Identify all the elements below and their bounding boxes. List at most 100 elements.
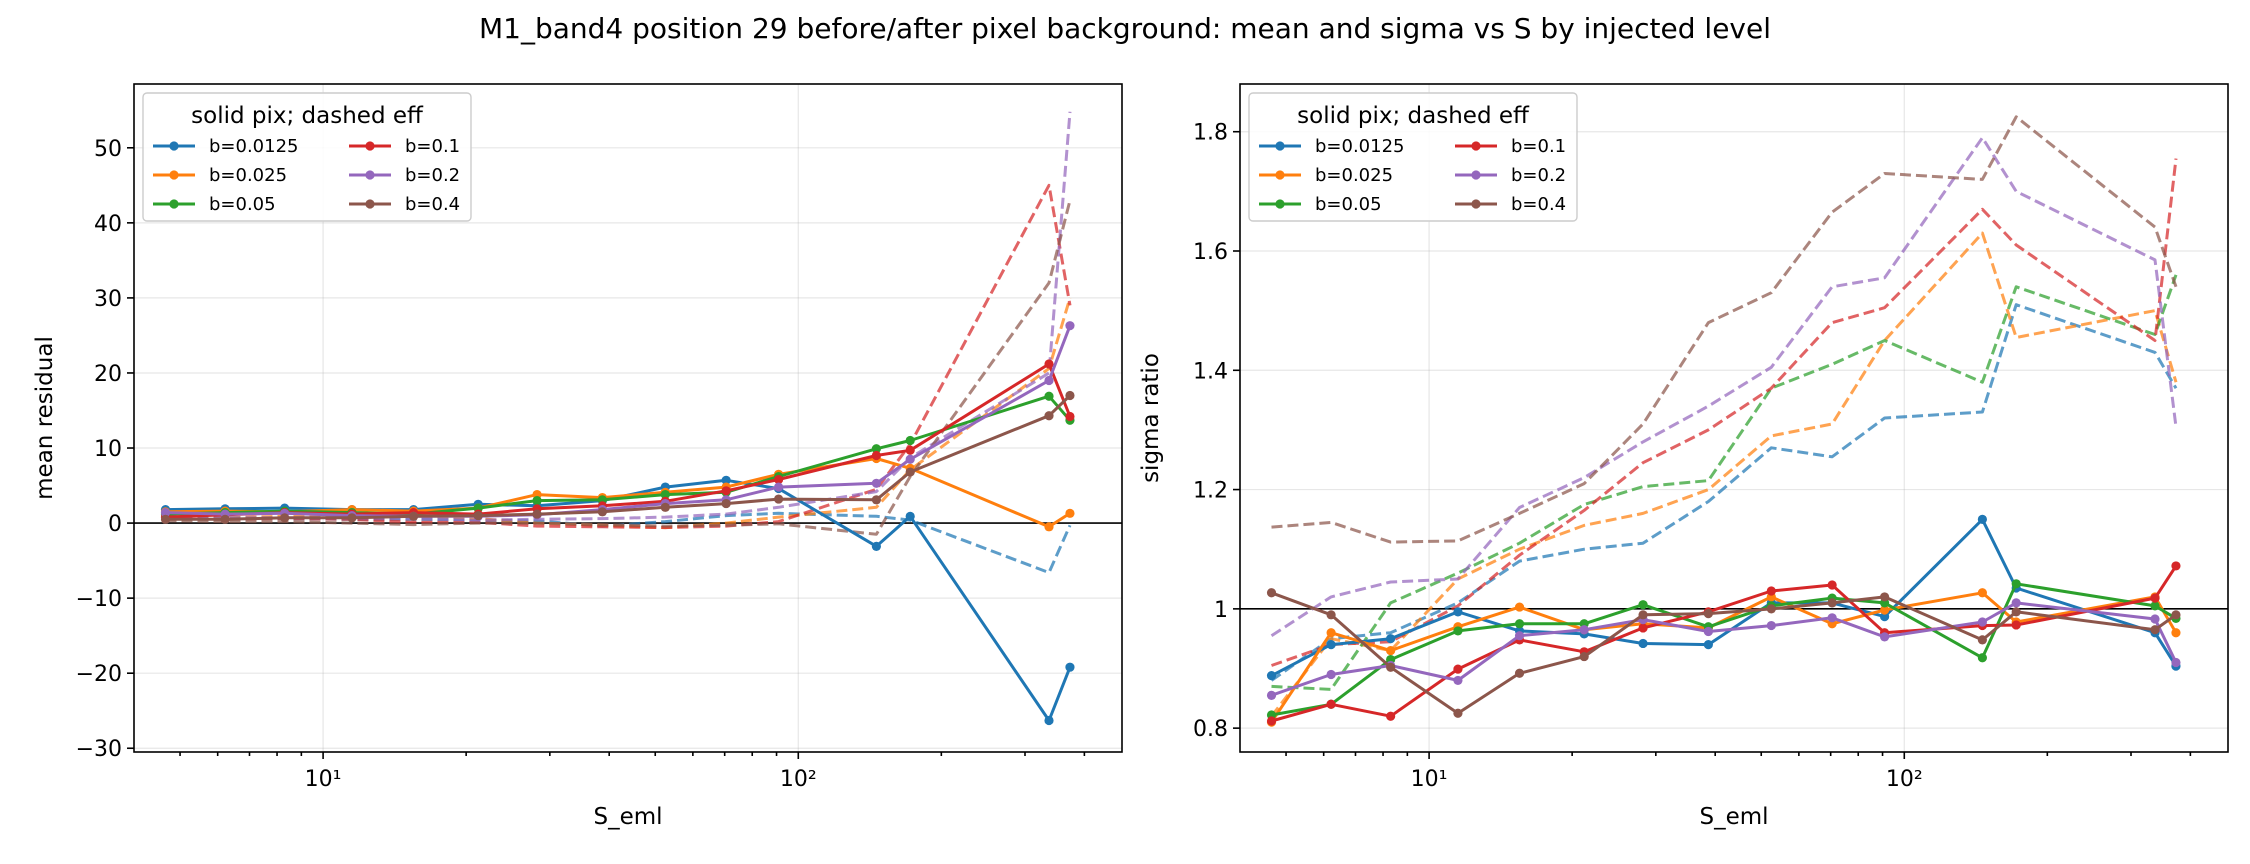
y-tick-label: 1.6 — [1193, 240, 1228, 265]
legend-entry-label: b=0.1 — [405, 136, 460, 157]
legend-marker — [1471, 199, 1481, 209]
legend-entry-label: b=0.05 — [1315, 194, 1382, 215]
legend-entry-label: b=0.2 — [405, 165, 460, 186]
series-eff-line — [1271, 158, 2178, 667]
data-point — [773, 474, 784, 485]
data-point — [2011, 607, 2021, 617]
data-point — [1514, 631, 1525, 641]
data-point — [773, 482, 784, 492]
data-point — [2011, 620, 2021, 630]
y-tick-label: 1.8 — [1193, 121, 1228, 146]
data-point — [721, 486, 731, 496]
y-tick-label: 1 — [1214, 598, 1228, 623]
data-point — [1766, 620, 1776, 631]
data-point — [1065, 411, 1075, 422]
x-axis-label: S_eml — [593, 804, 662, 830]
data-point — [1065, 321, 1075, 331]
data-point — [1266, 690, 1277, 700]
data-point — [1453, 675, 1463, 686]
data-point — [1977, 514, 1987, 524]
legend: solid pix; dashed eff b=0.0125 b=0.025 b=0.… — [142, 92, 472, 222]
series-pix-line — [165, 394, 1072, 521]
y-tick-label: 30 — [94, 287, 122, 312]
series-eff-line — [1270, 136, 2178, 637]
data-point — [1977, 653, 1987, 663]
data-point — [1977, 617, 1987, 627]
legend-box — [1248, 92, 1578, 222]
legend-marker — [1471, 141, 1481, 151]
data-point — [1453, 607, 1463, 617]
data-point — [1044, 715, 1054, 726]
data-point — [1827, 580, 1837, 590]
data-point — [1044, 522, 1054, 532]
data-point — [1453, 626, 1463, 636]
legend-entry-label: b=0.1 — [1511, 136, 1566, 157]
data-point — [532, 509, 542, 519]
data-point — [1579, 651, 1589, 662]
legend-marker — [1275, 141, 1285, 151]
figure-title: M1_band4 position 29 before/after pixel … — [479, 12, 1771, 45]
y-tick-label: 1.4 — [1193, 359, 1228, 384]
legend: solid pix; dashed eff b=0.0125 b=0.025 b=0.… — [1248, 92, 1578, 222]
data-point — [1766, 604, 1776, 614]
axes-frame — [133, 83, 1123, 753]
data-point — [1326, 610, 1336, 620]
data-point — [2171, 628, 2181, 638]
data-point — [1044, 411, 1054, 421]
data-point — [347, 513, 357, 523]
y-tick-label: 50 — [94, 137, 122, 162]
data-point — [773, 494, 784, 504]
data-point — [1386, 711, 1396, 721]
series-eff-line — [1271, 115, 2178, 544]
data-point — [871, 495, 881, 505]
data-point — [1703, 640, 1713, 650]
legend-marker — [169, 141, 179, 151]
data-point — [597, 507, 607, 517]
legend-marker — [169, 170, 179, 180]
y-tick-label: 1.2 — [1193, 479, 1228, 504]
data-point — [2150, 593, 2160, 603]
data-point — [660, 489, 670, 500]
x-axis-label: S_eml — [1699, 804, 1768, 830]
series-eff-line — [1270, 303, 2178, 682]
data-point — [2171, 561, 2181, 571]
data-point — [1065, 390, 1075, 401]
x-tick-label: 10² — [1886, 767, 1923, 792]
y-tick-label: −30 — [76, 737, 122, 762]
data-point — [2150, 614, 2160, 624]
data-point — [1266, 716, 1277, 726]
y-tick-label: −20 — [76, 662, 122, 687]
axes-frame — [1239, 83, 2229, 753]
right-panel-sigma-ratio: 0.8 1 1.2 1.4 1.6 1.8 10¹ 10² S_eml sigma ratio so… — [1138, 83, 2229, 830]
x-tick-label: 10¹ — [1411, 767, 1448, 792]
legend-entry-label: b=0.025 — [1315, 165, 1393, 186]
y-axis-label: sigma ratio — [1138, 353, 1164, 483]
data-point — [1065, 662, 1075, 672]
data-point — [1514, 668, 1525, 678]
data-point — [1266, 671, 1277, 681]
legend-marker — [1471, 170, 1481, 180]
legend-entry-label: b=0.0125 — [1315, 136, 1405, 157]
data-point — [473, 510, 483, 521]
data-point — [1977, 635, 1987, 645]
data-point — [1879, 605, 1890, 615]
data-point — [1326, 628, 1336, 638]
data-point — [1827, 598, 1837, 608]
data-point — [1266, 588, 1277, 598]
data-point — [2171, 657, 2181, 668]
series-eff-line — [1270, 231, 2178, 718]
data-point — [871, 478, 881, 488]
legend-entry-label: b=0.4 — [405, 194, 460, 215]
series-eff-line — [165, 297, 1072, 530]
data-point — [2171, 610, 2181, 620]
data-point — [1977, 588, 1987, 598]
y-tick-label: 0 — [108, 512, 122, 537]
data-point — [1326, 640, 1336, 650]
data-point — [1638, 638, 1648, 649]
data-point — [2150, 601, 2160, 611]
data-point — [1044, 391, 1054, 401]
legend-marker — [169, 199, 179, 209]
data-point — [160, 507, 171, 518]
data-point — [1065, 508, 1075, 518]
legend-title: solid pix; dashed eff — [1297, 103, 1530, 129]
